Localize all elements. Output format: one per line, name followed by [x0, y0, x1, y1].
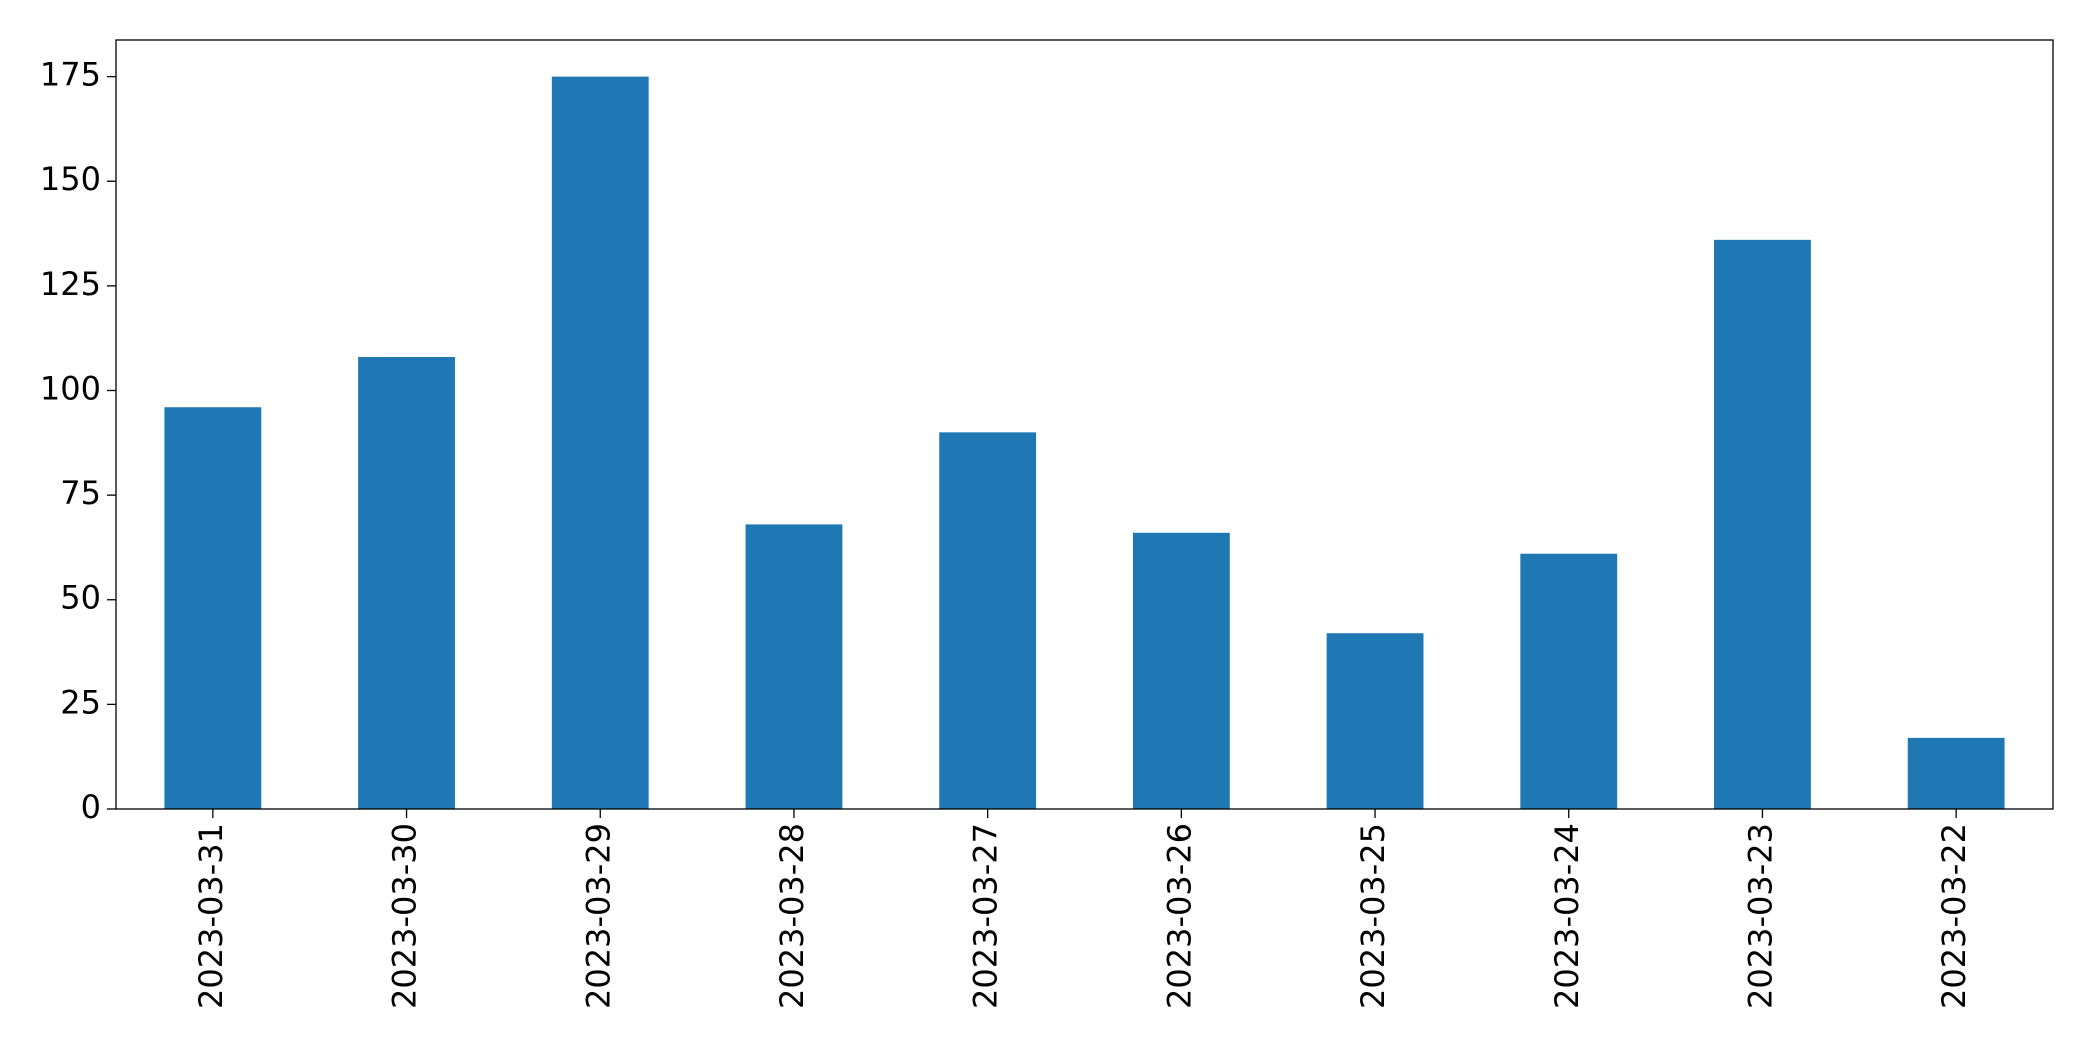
plot-frame	[115, 39, 2054, 810]
x-tick-label: 2023-03-26	[1160, 823, 1198, 1009]
bar	[1132, 532, 1230, 809]
y-tick-label: 75	[60, 474, 101, 512]
bar	[1326, 633, 1424, 809]
bar	[745, 524, 843, 809]
bar	[939, 432, 1037, 809]
y-tick-label: 25	[60, 683, 101, 721]
y-tick-label: 150	[40, 160, 101, 198]
x-tick-label: 2023-03-27	[967, 823, 1005, 1009]
y-tick-label: 50	[60, 579, 101, 617]
x-tick-label: 2023-03-24	[1548, 823, 1586, 1009]
x-tick-label: 2023-03-25	[1354, 823, 1392, 1009]
bar	[164, 407, 262, 809]
x-tick-label: 2023-03-30	[386, 823, 424, 1009]
bar	[1714, 239, 1811, 809]
x-tick-label: 2023-03-29	[579, 823, 617, 1009]
bar	[1520, 553, 1618, 809]
x-tick-label: 2023-03-28	[773, 823, 811, 1009]
bar	[1907, 737, 2005, 809]
bar	[551, 76, 649, 810]
bar	[358, 357, 455, 809]
y-tick-label: 100	[40, 369, 101, 407]
y-tick-label: 175	[40, 56, 101, 94]
y-tick-label: 125	[40, 265, 101, 303]
x-tick-label: 2023-03-22	[1935, 823, 1973, 1009]
x-tick-label: 2023-03-23	[1741, 823, 1779, 1009]
y-tick-label: 0	[81, 788, 101, 826]
x-tick-label: 2023-03-31	[192, 823, 230, 1009]
